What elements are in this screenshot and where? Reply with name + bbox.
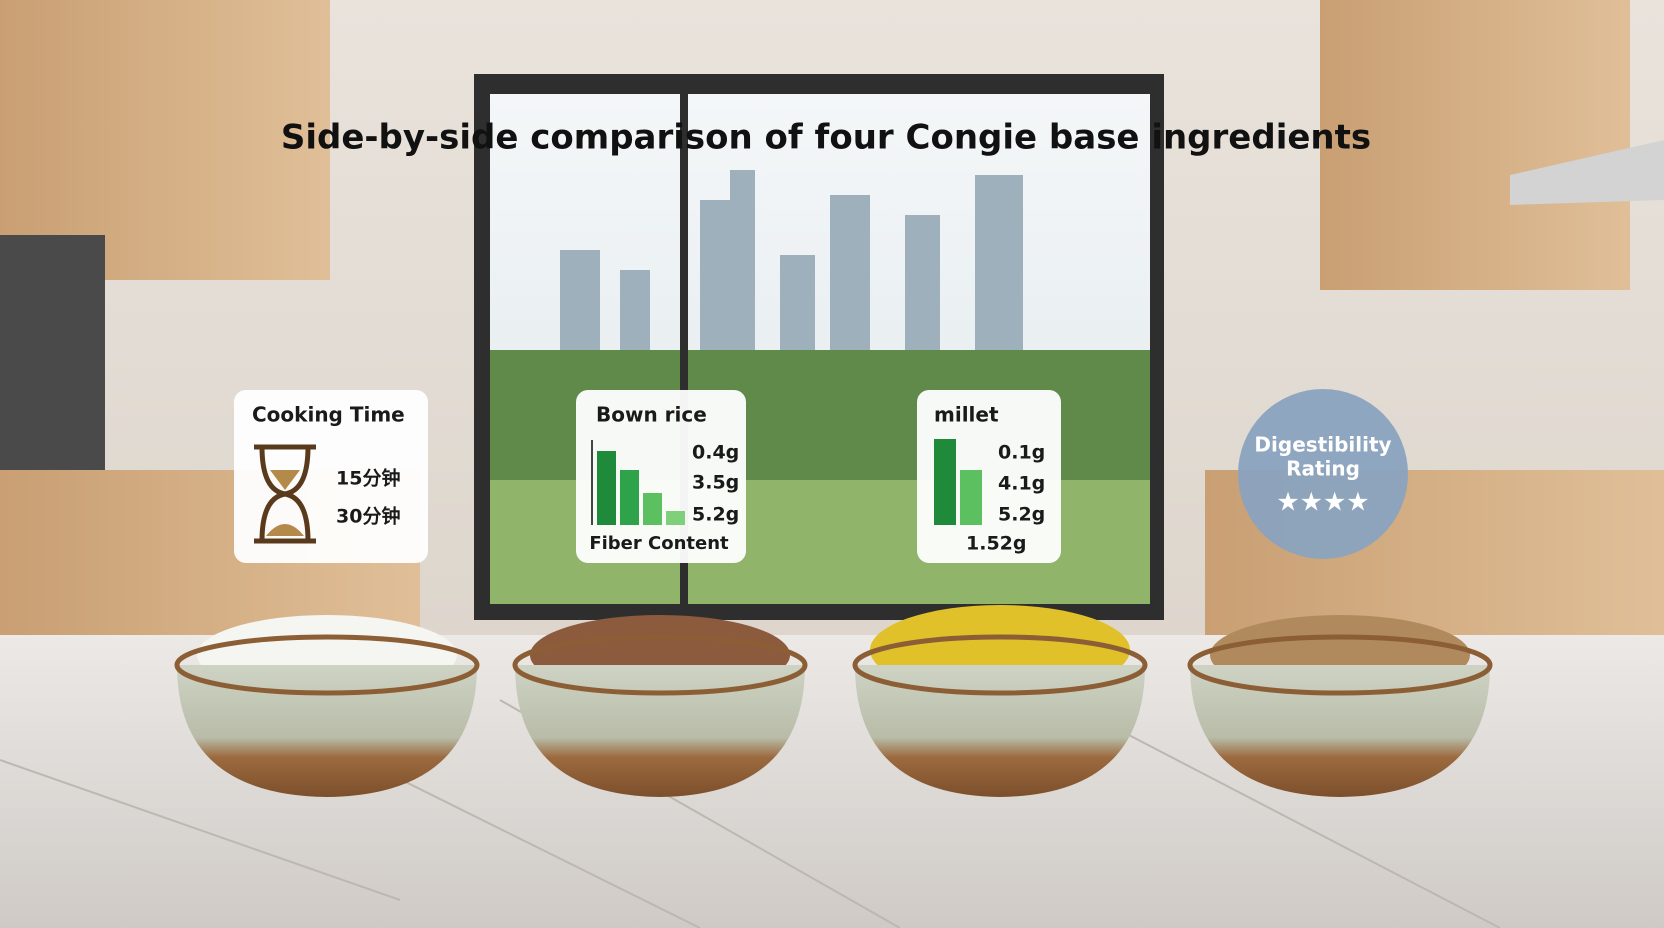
bar-icon: [934, 439, 982, 525]
millet-card: millet 0.1g 4.1g 5.2g 1.52g: [917, 390, 1061, 563]
card-footer: 1.52g: [966, 533, 1026, 555]
card-title: millet: [934, 403, 999, 427]
card-title: Cooking Time: [252, 403, 405, 427]
title: Side-by-side comparison of four Congie b…: [281, 118, 1371, 158]
time-value: 30分钟: [336, 505, 400, 528]
hourglass-icon: [254, 444, 316, 544]
digestibility-badge: Digestibility Rating ★★★★: [1238, 389, 1408, 559]
fiber-value: 0.4g: [692, 442, 739, 464]
card-footer: Fiber Content: [589, 533, 729, 554]
badge-subtitle: Rating: [1286, 457, 1360, 481]
millet-value: 5.2g: [998, 504, 1045, 526]
badge-stars: ★★★★: [1276, 488, 1369, 518]
cooking-card: Cooking Time 15分钟 30分钟: [234, 390, 428, 563]
sand: [266, 470, 304, 536]
time-value: 15分钟: [336, 467, 400, 490]
brown-rice-card: Bown rice 0.4g 3.5g 5.2g Fiber Content: [576, 390, 746, 563]
badge-title: Digestibility: [1254, 433, 1391, 457]
fiber-value: 5.2g: [692, 504, 739, 526]
fiber-value: 3.5g: [692, 472, 739, 494]
millet-value: 0.1g: [998, 442, 1045, 464]
millet-value: 4.1g: [998, 473, 1045, 495]
bowls: [174, 605, 1493, 797]
bar-icon: [591, 440, 685, 525]
card-title: Bown rice: [596, 403, 707, 427]
